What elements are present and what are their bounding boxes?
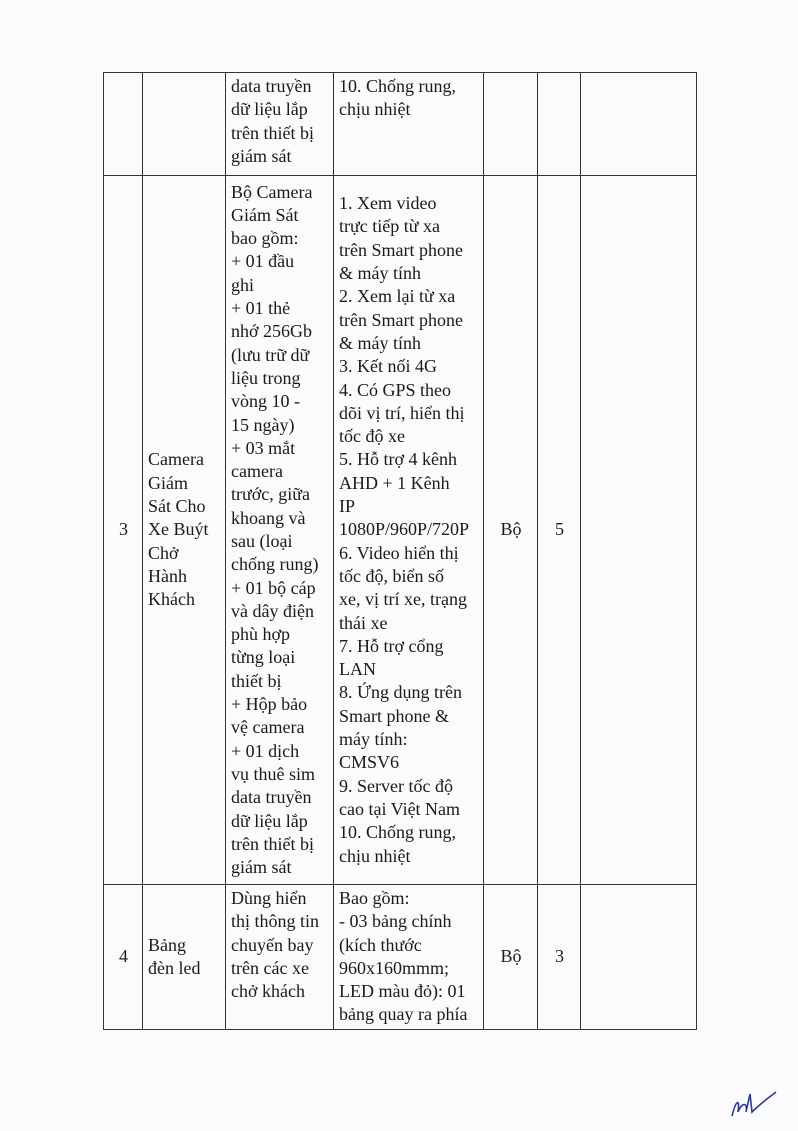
cell-description: data truyền dữ liệu lắp trên thiết bị gi… xyxy=(225,72,334,176)
cell-note xyxy=(580,72,697,176)
cell-name xyxy=(142,72,226,176)
cell-specification: 10. Chống rung, chịu nhiệt xyxy=(333,72,484,176)
table-row: data truyền dữ liệu lắp trên thiết bị gi… xyxy=(103,72,697,176)
table-row: 3 Camera Giám Sát Cho Xe Buýt Chở Hành K… xyxy=(103,175,697,885)
cell-stt: 4 xyxy=(103,884,143,1030)
cell-description: Dùng hiển thị thông tin chuyến bay trên … xyxy=(225,884,334,1030)
cell-note xyxy=(580,175,697,885)
cell-description: Bộ Camera Giám Sát bao gồm: + 01 đầu ghi… xyxy=(225,175,334,885)
cell-unit: Bộ xyxy=(483,175,538,885)
cell-name: Bảng đèn led xyxy=(142,884,226,1030)
signature-icon xyxy=(731,1091,777,1117)
cell-note xyxy=(580,884,697,1030)
cell-specification: Bao gồm: - 03 bảng chính (kích thước 960… xyxy=(333,884,484,1030)
cell-unit: Bộ xyxy=(483,884,538,1030)
cell-unit xyxy=(483,72,538,176)
cell-quantity xyxy=(537,72,581,176)
cell-stt xyxy=(103,72,143,176)
cell-specification: 1. Xem video trực tiếp từ xa trên Smart … xyxy=(333,175,484,885)
cell-stt: 3 xyxy=(103,175,143,885)
cell-name: Camera Giám Sát Cho Xe Buýt Chở Hành Khá… xyxy=(142,175,226,885)
cell-quantity: 5 xyxy=(537,175,581,885)
table-row: 4 Bảng đèn led Dùng hiển thị thông tin c… xyxy=(103,884,697,1030)
equipment-table: data truyền dữ liệu lắp trên thiết bị gi… xyxy=(103,72,697,1030)
cell-quantity: 3 xyxy=(537,884,581,1030)
